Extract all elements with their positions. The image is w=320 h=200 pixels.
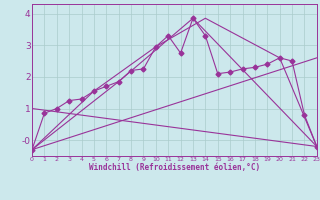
X-axis label: Windchill (Refroidissement éolien,°C): Windchill (Refroidissement éolien,°C) xyxy=(89,163,260,172)
